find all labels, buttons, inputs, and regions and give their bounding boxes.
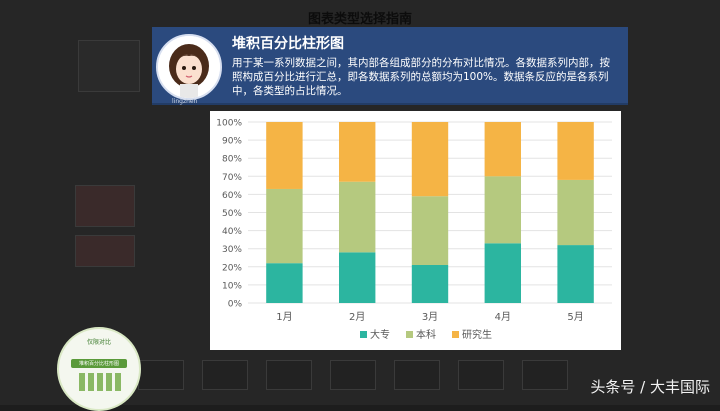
legend-label: 本科 xyxy=(416,328,436,341)
y-tick-label: 20% xyxy=(222,263,242,273)
background-icon-row xyxy=(138,360,568,390)
bar-segment xyxy=(411,264,449,303)
legend-swatch xyxy=(406,331,413,338)
chart-panel: 0% 10% 20% 30% 40% 50% 60% 70% 80% 90% 100% 1月 2月 3月 4… xyxy=(210,111,621,350)
bar-segment xyxy=(484,122,521,177)
bar-segment xyxy=(484,243,521,303)
y-tick-label: 40% xyxy=(222,227,242,237)
bar-segment xyxy=(411,196,449,265)
chart-type-icon[interactable] xyxy=(330,360,376,390)
bar-segment xyxy=(339,122,376,182)
thumbnail-caption: 堆积百分比柱形图 xyxy=(71,359,127,368)
y-tick-label: 50% xyxy=(222,209,242,219)
legend-label: 研究生 xyxy=(462,328,492,341)
thumbnail-top-label: 仅限对比 xyxy=(86,339,111,346)
y-tick-label: 0% xyxy=(228,300,243,310)
bar-segment xyxy=(557,245,594,303)
info-header xyxy=(152,27,628,105)
bar-segment xyxy=(266,122,303,189)
chart-type-icon[interactable] xyxy=(202,360,248,390)
x-tick-label: 3月 xyxy=(422,311,438,323)
x-tick-label: 1月 xyxy=(276,311,292,323)
bar-segment xyxy=(339,252,376,303)
bar-segment xyxy=(339,181,376,253)
bar-segment xyxy=(266,263,303,303)
x-tick-label: 2月 xyxy=(349,311,365,323)
y-tick-label: 70% xyxy=(222,173,242,183)
stacked-percent-bar-chart: 0% 10% 20% 30% 40% 50% 60% 70% 80% 90% 100% 1月 2月 3月 4… xyxy=(216,119,612,341)
chart-type-description: 用于某一系列数据之间，其内部各组成部分的分布对比情况。各数据系列内部，按照构成百… xyxy=(232,57,610,97)
y-tick-label: 100% xyxy=(216,119,242,129)
background-panel xyxy=(75,185,135,227)
legend-swatch xyxy=(452,331,459,338)
thumbnail-bars-icon xyxy=(79,373,121,391)
chart-type-icon[interactable] xyxy=(138,360,184,390)
chart-type-icon[interactable] xyxy=(522,360,568,390)
avatar xyxy=(156,34,222,100)
y-tick-label: 30% xyxy=(222,245,242,255)
legend-swatch xyxy=(360,331,367,338)
legend-label: 大专 xyxy=(370,328,390,341)
avatar-illustration xyxy=(158,36,220,98)
background-panel xyxy=(75,235,135,267)
chart-type-title: 堆积百分比柱形图 xyxy=(232,36,344,52)
selected-chart-thumbnail[interactable]: 仅限对比 堆积百分比柱形图 xyxy=(57,327,141,411)
x-tick-label: 4月 xyxy=(495,311,511,323)
bar-segment xyxy=(411,122,449,197)
y-tick-label: 90% xyxy=(222,137,242,147)
bar-segment xyxy=(557,179,594,246)
bar-segment xyxy=(484,176,521,244)
watermark: 头条号 / 大丰国际 xyxy=(590,378,710,396)
chart-type-icon[interactable] xyxy=(394,360,440,390)
avatar-caption: lingzhen xyxy=(172,98,198,105)
chart-type-icon[interactable] xyxy=(266,360,312,390)
y-tick-label: 10% xyxy=(222,281,242,291)
y-tick-label: 60% xyxy=(222,191,242,201)
bar-segment xyxy=(266,188,303,264)
bar-segment xyxy=(557,122,594,180)
background-title: 图表类型选择指南 xyxy=(307,12,412,27)
y-tick-label: 80% xyxy=(222,155,242,165)
chart-type-icon[interactable] xyxy=(458,360,504,390)
x-tick-label: 5月 xyxy=(567,311,583,323)
background-panel xyxy=(78,40,140,92)
